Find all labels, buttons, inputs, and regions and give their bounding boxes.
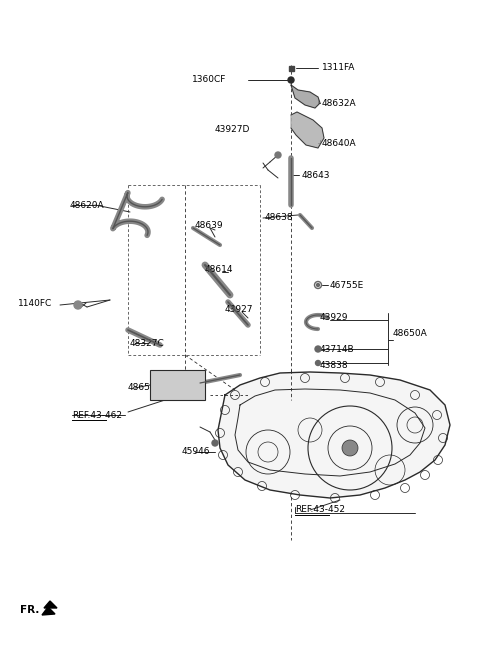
Text: 48639: 48639 xyxy=(195,220,224,230)
Text: 48643: 48643 xyxy=(302,171,331,180)
Circle shape xyxy=(288,77,294,83)
Polygon shape xyxy=(218,372,450,498)
Polygon shape xyxy=(44,601,57,608)
Bar xyxy=(288,66,293,70)
Circle shape xyxy=(74,301,82,309)
Text: 48614: 48614 xyxy=(205,266,233,274)
Text: 48632A: 48632A xyxy=(322,98,357,108)
Circle shape xyxy=(342,440,358,456)
Text: 48620A: 48620A xyxy=(70,201,105,209)
Text: 48640A: 48640A xyxy=(322,138,357,148)
Text: FR.: FR. xyxy=(20,605,39,615)
Polygon shape xyxy=(291,112,324,148)
Text: 48638: 48638 xyxy=(265,213,294,222)
Text: 1311FA: 1311FA xyxy=(322,64,355,73)
Text: REF.43-462: REF.43-462 xyxy=(72,411,122,419)
Text: 43927D: 43927D xyxy=(215,125,251,134)
Bar xyxy=(150,370,205,400)
Circle shape xyxy=(212,440,218,446)
Circle shape xyxy=(315,346,321,352)
Text: 43714B: 43714B xyxy=(320,344,355,354)
Polygon shape xyxy=(42,607,55,615)
Circle shape xyxy=(275,152,281,158)
Text: REF.43-452: REF.43-452 xyxy=(295,506,345,514)
Text: 48327C: 48327C xyxy=(130,338,165,348)
Text: 45946: 45946 xyxy=(182,447,211,457)
Text: 1140FC: 1140FC xyxy=(18,298,52,308)
Circle shape xyxy=(315,361,321,365)
Text: 48650A: 48650A xyxy=(393,329,428,337)
Text: 43927: 43927 xyxy=(225,306,253,314)
Polygon shape xyxy=(291,85,320,108)
Text: 46755E: 46755E xyxy=(330,281,364,289)
Circle shape xyxy=(316,283,320,287)
Text: 48651: 48651 xyxy=(128,384,156,392)
Text: 1360CF: 1360CF xyxy=(192,75,227,85)
Text: 43838: 43838 xyxy=(320,361,348,369)
Text: 43929: 43929 xyxy=(320,314,348,323)
